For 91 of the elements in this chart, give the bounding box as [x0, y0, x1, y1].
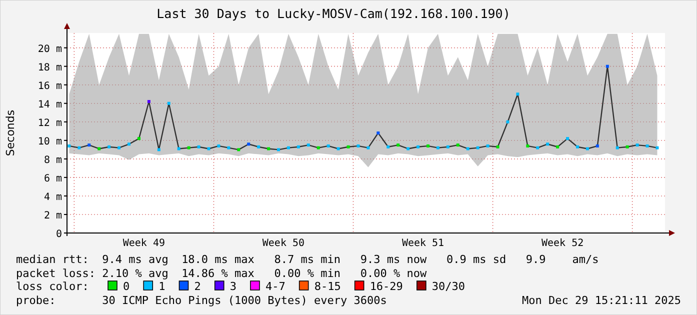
point: [128, 142, 130, 146]
text: median rtt: 9.4 ms avg 18.0 ms max 8.7 ms min 9.3 ms now 0.9 ms sd 9.9 am/s: [16, 253, 599, 266]
point: [237, 148, 240, 152]
point: [98, 147, 101, 150]
legend-label: 8-15: [314, 280, 341, 293]
point: [646, 144, 649, 148]
point: [546, 142, 550, 146]
point: [227, 146, 230, 150]
y-tick-label: 0: [56, 229, 62, 240]
y-tick-label: 14 m: [38, 99, 62, 110]
point: [177, 147, 180, 150]
x-tick-label: Week 51: [402, 238, 444, 249]
text: packet loss: 2.10 % avg 14.86 % max 0.00 % min 0.00 % now: [16, 267, 427, 280]
point: [466, 147, 470, 150]
point: [516, 92, 520, 96]
legend-label: 3: [230, 280, 236, 293]
point: [326, 144, 330, 148]
x-tick-label: Week 52: [541, 238, 584, 249]
point: [396, 144, 400, 147]
point: [286, 146, 290, 150]
point: [446, 145, 450, 148]
y-tick-label: 20 m: [38, 44, 62, 55]
text: Mon Dec 29 15:21:11 2025: [522, 294, 681, 307]
point: [596, 144, 599, 148]
point: [257, 145, 260, 148]
point: [207, 147, 210, 150]
point: [586, 147, 589, 150]
legend-label: 2: [194, 280, 201, 293]
point: [436, 146, 440, 150]
point: [217, 144, 220, 148]
point: [456, 144, 460, 147]
point: [346, 145, 350, 148]
line-series: [68, 66, 658, 150]
point: [247, 142, 250, 146]
point: [406, 147, 410, 150]
legend-label: 0: [123, 280, 130, 293]
point: [157, 148, 160, 152]
point: [277, 148, 280, 152]
point: [576, 145, 579, 148]
point: [197, 145, 200, 148]
x-tick-label: Week 49: [122, 238, 166, 249]
point: [566, 137, 570, 140]
y-tick-label: 6 m: [44, 173, 62, 184]
point: [88, 144, 91, 147]
point: [636, 144, 639, 147]
point: [108, 145, 111, 148]
point: [137, 137, 140, 140]
legend-title: loss color:: [16, 280, 89, 293]
point: [356, 144, 360, 148]
point: [366, 146, 370, 150]
point: [656, 146, 659, 150]
point: [486, 144, 490, 148]
legend-label: 1: [158, 280, 166, 293]
y-tick-label: 8 m: [44, 154, 62, 166]
y-tick-label: 4 m: [44, 192, 62, 203]
point: [68, 144, 71, 148]
point: [386, 145, 390, 148]
point: [167, 102, 170, 105]
point: [78, 146, 81, 150]
point: [187, 146, 190, 150]
point: [626, 145, 629, 148]
point: [616, 146, 619, 150]
point: [336, 147, 340, 150]
point: [416, 145, 420, 148]
point: [496, 145, 500, 148]
point: [316, 146, 320, 150]
x-tick-label: Week 50: [262, 238, 305, 249]
point: [118, 146, 121, 150]
legend-label: 16-29: [370, 280, 403, 293]
y-tick-label: 2 m: [44, 210, 62, 222]
text: probe: 30 ICMP Echo Pings (1000 Bytes) every 3600s: [16, 294, 387, 307]
y-axis-title: Seconds: [4, 110, 17, 156]
point: [476, 146, 480, 150]
legend-label: 30/30: [432, 280, 466, 293]
point: [306, 144, 310, 147]
point: [267, 147, 270, 150]
point: [296, 145, 300, 148]
point: [426, 144, 430, 148]
point: [147, 100, 150, 104]
y-tick-label: 18 m: [38, 62, 62, 74]
point: [606, 64, 609, 68]
point: [506, 120, 510, 124]
point: [526, 144, 530, 148]
point: [536, 146, 540, 150]
point: [376, 132, 380, 134]
y-tick-label: 16 m: [38, 80, 62, 92]
chart-title: Last 30 Days to Lucky-MOSV-Cam(192.168.100.190): [156, 6, 510, 21]
legend-label: 4-7: [265, 280, 286, 293]
y-tick-label: 10 m: [38, 136, 62, 148]
y-tick-label: 12 m: [38, 118, 62, 129]
point: [556, 145, 560, 148]
